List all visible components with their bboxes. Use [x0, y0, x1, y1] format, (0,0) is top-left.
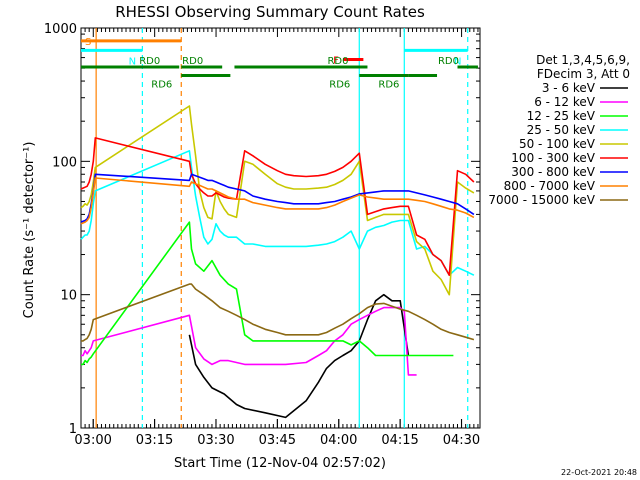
series-line: [81, 221, 454, 366]
x-tick-label: 04:00: [320, 433, 357, 448]
series-line: [81, 283, 475, 342]
y-tick-label: 10: [60, 289, 77, 304]
legend-entry-label: 12 - 25 keV: [527, 109, 596, 123]
legend-entry-label: 7000 - 15000 keV: [488, 193, 595, 207]
series-line: [80, 150, 475, 277]
annotation-label: RD6: [151, 80, 172, 91]
y-tick-label: 100: [52, 155, 77, 170]
series-line: [188, 293, 410, 419]
x-tick-label: 03:00: [74, 433, 111, 448]
annotation-label: RD0: [139, 56, 160, 67]
annotation-label: N: [454, 56, 461, 67]
series-line: [80, 137, 475, 277]
plot-area: 1 10 100 1000 03:00 03:15 03:30 03:45 04:00 04:15…: [44, 22, 481, 448]
annotation-label: N: [129, 56, 136, 67]
x-tick-label: 04:15: [381, 433, 418, 448]
legend-entry-label: 100 - 300 keV: [511, 151, 595, 165]
legend-entry-label: 3 - 6 keV: [542, 81, 596, 95]
annotation-label: RD0: [438, 56, 459, 67]
x-tick-label: 03:30: [197, 433, 234, 448]
y-axis-label: Count Rate (s⁻¹ detector⁻¹): [22, 142, 37, 319]
series-line: [81, 306, 417, 376]
x-axis-label: Start Time (12-Nov-04 02:57:02): [174, 456, 386, 471]
annotation-label: RD0: [182, 56, 203, 67]
series-line: [80, 105, 475, 296]
series-line: [80, 177, 475, 225]
legend-entry-label: 50 - 100 keV: [519, 137, 596, 151]
y-tick-label: 1000: [44, 22, 77, 37]
legend-entry-label: 300 - 800 keV: [511, 165, 595, 179]
annotation-label: RD6: [378, 80, 399, 91]
annotation-label: RD6: [329, 80, 350, 91]
x-tick-label: 03:45: [259, 433, 296, 448]
legend-entry-label: 25 - 50 keV: [527, 123, 596, 137]
annotation-label: F: [333, 56, 339, 67]
annotation-label: S: [85, 37, 91, 48]
series-line: [80, 173, 475, 223]
legend-header: Det 1,3,4,5,6,9,: [536, 53, 630, 67]
legend: Det 1,3,4,5,6,9,FDecim 3, Att 03 - 6 keV…: [488, 53, 630, 207]
annotation-label: RD0: [327, 56, 348, 67]
plot-frame: [80, 27, 481, 429]
legend-entry-label: 6 - 12 keV: [534, 95, 596, 109]
x-tick-label: 03:15: [136, 433, 173, 448]
legend-entry-label: 800 - 7000 keV: [504, 179, 596, 193]
y-tick-label: 1: [69, 422, 77, 437]
footer-date: 22-Oct-2021 20:48: [561, 468, 637, 477]
legend-header: FDecim 3, Att 0: [537, 67, 630, 81]
x-tick-label: 04:30: [443, 433, 480, 448]
chart-title: RHESSI Observing Summary Count Rates: [115, 3, 425, 21]
